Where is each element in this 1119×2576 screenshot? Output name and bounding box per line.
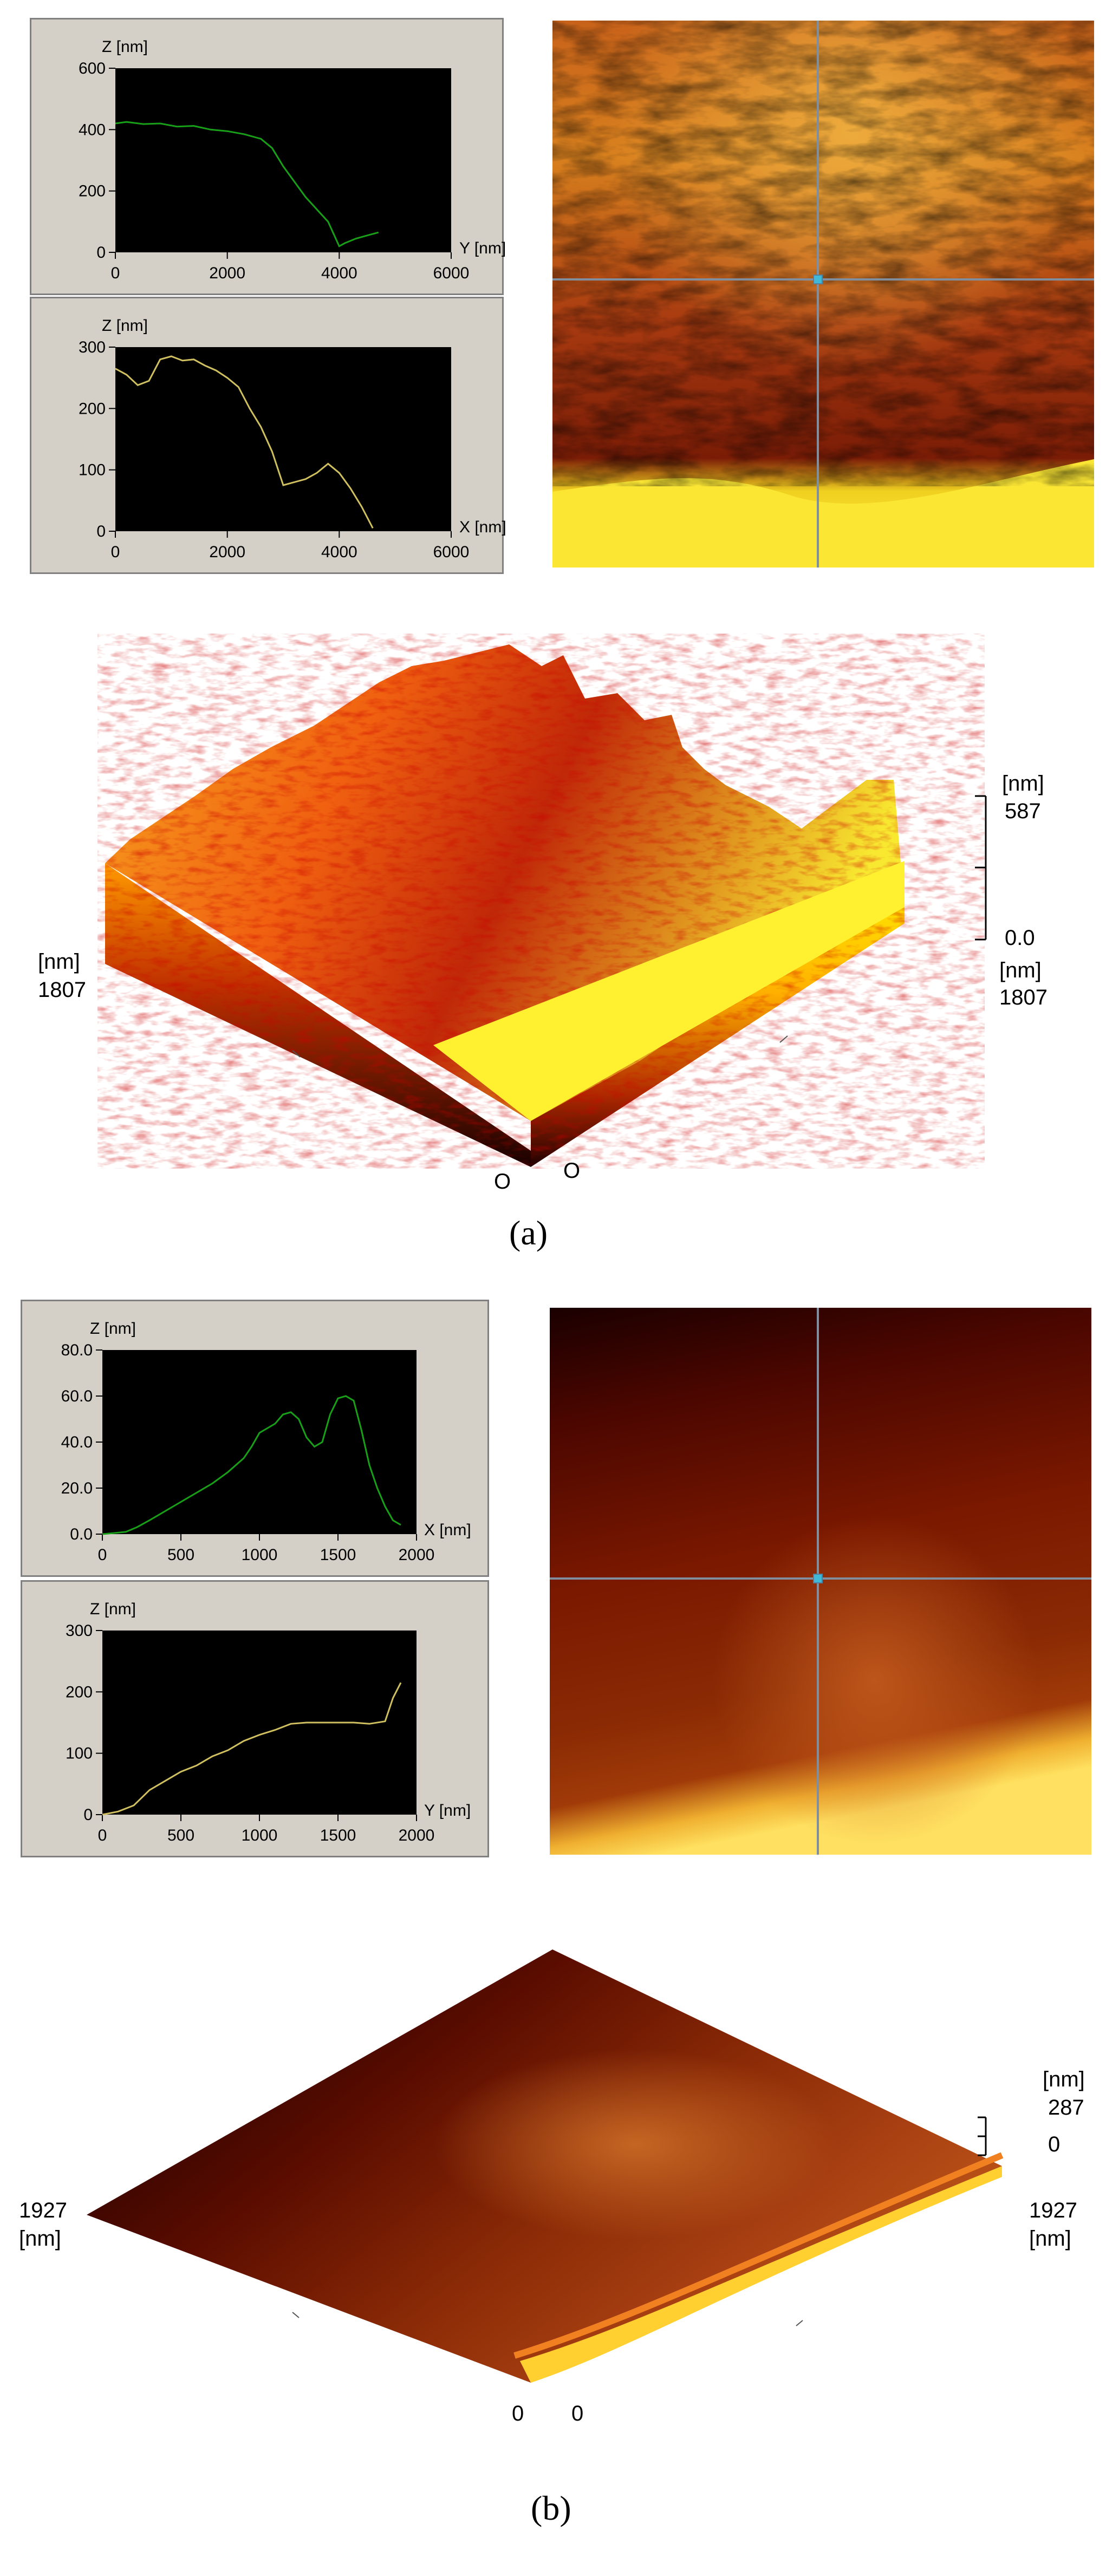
y-tick-label: 100 <box>79 461 106 479</box>
x-tick-label: 2000 <box>399 1546 435 1564</box>
y-tick-label: 0 <box>83 1806 93 1824</box>
x-tick-label: 1500 <box>320 1546 356 1564</box>
y-tick-label: 200 <box>66 1683 93 1701</box>
afm-topography-image-b <box>550 1308 1091 1855</box>
caption-b: (b) <box>531 2489 571 2527</box>
x-tick-label: 1500 <box>320 1827 356 1844</box>
plot-area <box>115 347 451 531</box>
left-unit-label-a: [nm] <box>38 950 80 974</box>
profile-chart-b-top: Z [nm] X [nm] 80.0 60.0 40.0 20.0 0.0 0 500 100… <box>61 1320 471 1564</box>
y-tick-label: 0.0 <box>70 1525 93 1543</box>
y-tick-label: 200 <box>79 400 106 418</box>
profile-chart-a-bottom: Z [nm] X [nm] 300 200 100 00 2000 4000 6000 <box>79 317 505 561</box>
profile-line <box>102 1682 402 1816</box>
caption-a: (a) <box>509 1214 548 1252</box>
x-tick-label: 2000 <box>209 543 245 561</box>
z-unit-label-a: [nm] <box>1002 772 1044 795</box>
afm-topography-image-a <box>552 21 1094 568</box>
x-axis-label: Y [nm] <box>424 1802 471 1819</box>
x-tick-label: 6000 <box>433 264 470 282</box>
y-tick-label: 600 <box>79 60 106 77</box>
x-tick-label: 2000 <box>209 264 245 282</box>
plot-area <box>102 1350 417 1534</box>
y-tick-label: 300 <box>79 338 106 356</box>
x-tick-label: 0 <box>98 1827 107 1844</box>
left-extent-label-b: 1927 <box>19 2199 67 2222</box>
y-tick-label: 40.0 <box>61 1433 93 1451</box>
right-unit-label-a: [nm] <box>999 958 1042 982</box>
origin-right-label-a: O <box>563 1159 581 1183</box>
profile-line <box>115 121 379 247</box>
left-unit-label-b: [nm] <box>19 2227 61 2251</box>
right-extent-label-a: 1807 <box>999 986 1048 1009</box>
profile-panel-a-top: Z [nm] Y [nm] 600 400 200 0 0 2000 4000 6000 <box>30 18 505 295</box>
ticks: 300 200 100 00 2000 4000 6000 <box>79 338 469 561</box>
z-unit-label: Z [nm] <box>102 317 148 335</box>
z-unit-label: Z [nm] <box>90 1320 136 1338</box>
profile-panel-b-bottom: Z [nm] Y [nm] 300 200 100 0 0 500 1000 1500 2000 <box>21 1580 489 1857</box>
left-extent-label-a: 1807 <box>38 978 86 1002</box>
y-tick-label: 80.0 <box>61 1341 93 1359</box>
x-tick-label: 0 <box>111 543 120 561</box>
x-tick-label: 1000 <box>242 1827 278 1844</box>
y-tick-label: 60.0 <box>61 1387 93 1405</box>
origin-right-label-b: 0 <box>571 2402 584 2425</box>
y-tick-label: 300 <box>66 1622 93 1640</box>
afm-3d-surface-a <box>97 634 1007 1170</box>
x-axis-label: X [nm] <box>459 518 505 536</box>
z-max-label-a: 587 <box>1005 799 1041 823</box>
plot-area <box>115 68 451 252</box>
origin-left-label-b: 0 <box>512 2402 524 2425</box>
ticks: 80.0 60.0 40.0 20.0 0.0 0 500 1000 1500 2000 <box>61 1341 435 1564</box>
y-tick-label: 200 <box>79 182 106 200</box>
y-tick-label: 100 <box>66 1745 93 1763</box>
x-tick-label: 0 <box>98 1546 107 1564</box>
z-unit-label: Z [nm] <box>102 38 148 56</box>
x-axis-label: X [nm] <box>424 1521 471 1539</box>
right-unit-label-b: [nm] <box>1029 2227 1071 2251</box>
right-extent-label-b: 1927 <box>1029 2199 1077 2222</box>
x-tick-label: 2000 <box>399 1827 435 1844</box>
origin-left-label-a: O <box>494 1170 511 1194</box>
x-tick-label: 500 <box>167 1546 194 1564</box>
x-tick-label: 0 <box>111 264 120 282</box>
x-tick-label: 6000 <box>433 543 470 561</box>
profile-line <box>115 355 374 529</box>
x-tick-label: 500 <box>167 1827 194 1844</box>
y-tick-label: 0 <box>96 523 106 540</box>
z-unit-label-b: [nm] <box>1043 2068 1085 2091</box>
z-min-label-b: 0 <box>1048 2132 1061 2156</box>
x-tick-label: 1000 <box>242 1546 278 1564</box>
x-tick-label: 4000 <box>321 543 357 561</box>
afm-3d-surface-b <box>87 1939 1018 2383</box>
y-tick-label: 0 <box>96 244 106 262</box>
z-unit-label: Z [nm] <box>90 1600 136 1618</box>
profile-panel-a-bottom: Z [nm] X [nm] 300 200 100 0 0 2000 4000 6000 <box>30 297 505 574</box>
plot-area <box>102 1631 417 1815</box>
y-tick-label: 400 <box>79 121 106 139</box>
z-max-label-b: 287 <box>1048 2096 1084 2120</box>
profile-panel-b-top: Z [nm] X [nm] 80.0 60.0 40.0 20.0 0.0 0 500 100… <box>21 1300 489 1577</box>
x-axis-label: Y [nm] <box>459 239 505 257</box>
z-min-label-a: 0.0 <box>1005 926 1035 950</box>
x-tick-label: 4000 <box>321 264 357 282</box>
y-tick-label: 20.0 <box>61 1479 93 1497</box>
profile-line <box>102 1395 401 1535</box>
